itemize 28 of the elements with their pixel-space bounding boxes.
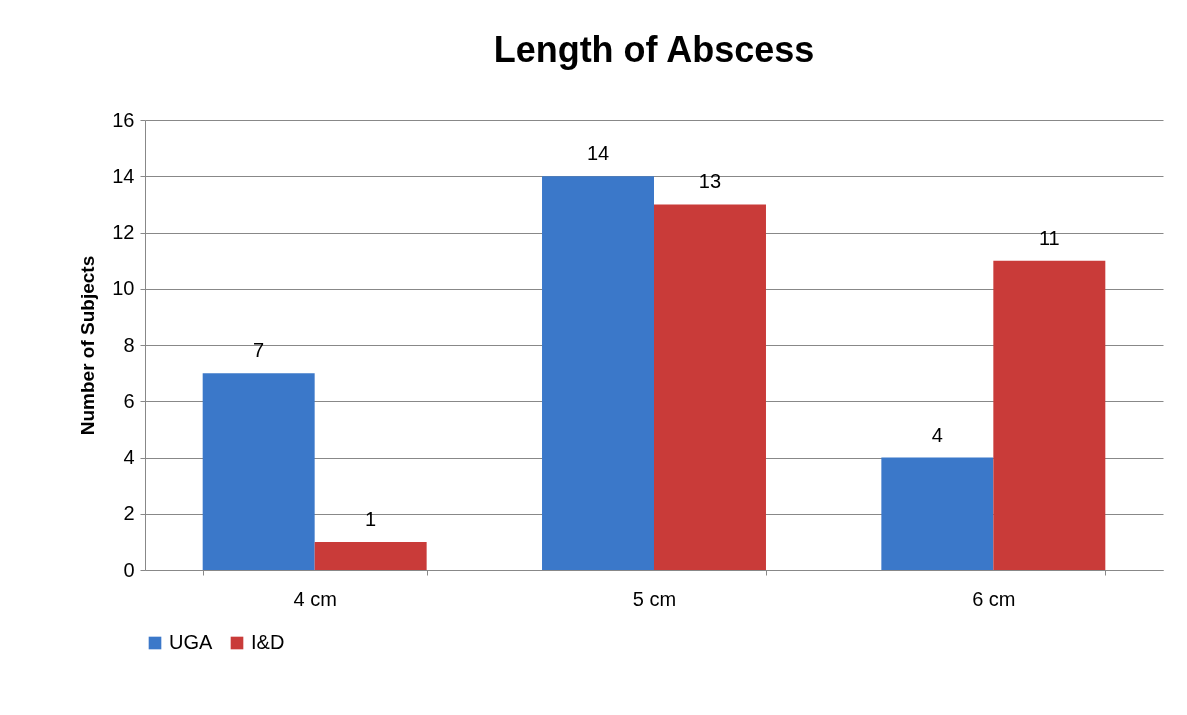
data-label: 11: [1038, 226, 1060, 249]
y-tick-label: 14: [112, 164, 135, 187]
data-label: 1: [365, 507, 377, 530]
legend-label: UGA: [169, 631, 213, 653]
y-axis-title: Number of Subjects: [77, 255, 99, 436]
data-label: 7: [253, 339, 265, 362]
legend-label: I&D: [251, 631, 285, 653]
data-label: 4: [931, 423, 943, 446]
chart-title: Length of Abscess: [493, 29, 815, 70]
x-tick-label: 5 cm: [632, 587, 677, 610]
bar: [202, 373, 315, 570]
y-tick-label: 8: [123, 333, 135, 356]
bar: [314, 541, 427, 570]
y-tick-label: 12: [112, 221, 135, 243]
data-label: 14: [586, 142, 610, 165]
y-tick-label: 0: [123, 558, 135, 581]
bar: [881, 457, 994, 570]
y-tick-label: 6: [123, 389, 135, 412]
y-tick-label: 16: [112, 108, 135, 131]
data-label: 13: [698, 170, 722, 193]
y-tick-label: 4: [123, 446, 135, 468]
x-tick-label: 4 cm: [293, 587, 337, 610]
bar: [993, 260, 1106, 570]
y-tick-label: 10: [112, 277, 135, 300]
bar: [654, 204, 766, 570]
x-tick-label: 6 cm: [972, 587, 1016, 610]
bar: [542, 176, 654, 570]
y-tick-label: 2: [123, 502, 135, 525]
